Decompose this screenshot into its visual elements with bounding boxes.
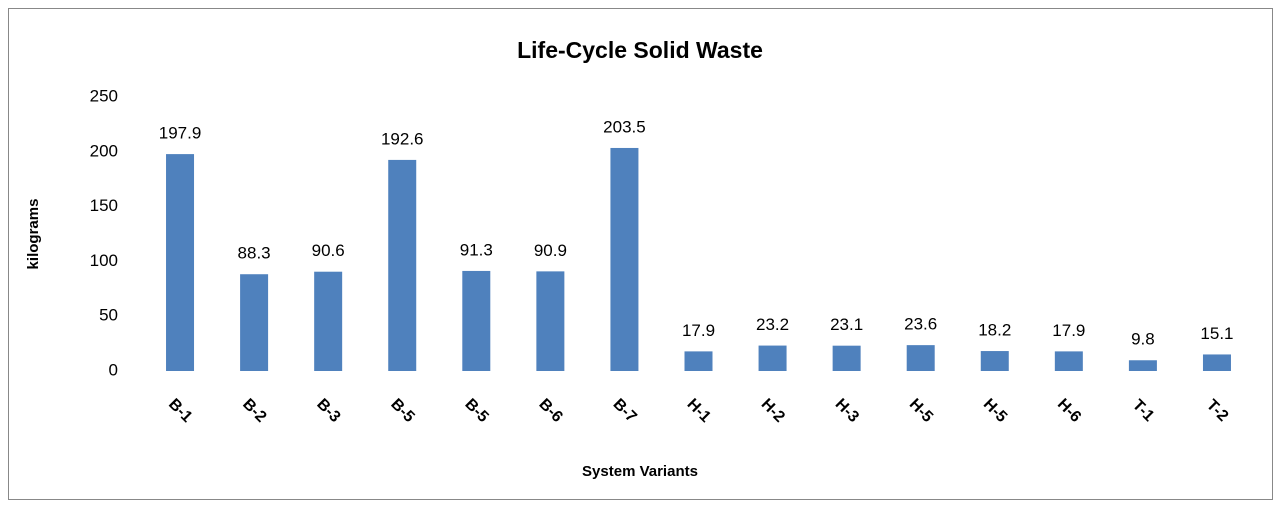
chart-border [8, 8, 1273, 500]
bar [1128, 360, 1157, 371]
bar [536, 271, 565, 371]
data-label: 23.6 [904, 315, 937, 334]
bar [684, 351, 713, 371]
bar [1054, 351, 1083, 371]
bar [240, 274, 269, 371]
data-label: 9.8 [1131, 330, 1155, 349]
y-tick-label: 200 [90, 141, 118, 160]
data-label: 203.5 [603, 117, 646, 136]
data-label: 23.1 [830, 315, 863, 334]
data-label: 17.9 [1052, 321, 1085, 340]
bar [906, 345, 935, 371]
data-label: 88.3 [238, 244, 271, 263]
x-axis-title: System Variants [582, 463, 698, 480]
bar [832, 345, 861, 371]
bar [610, 147, 639, 371]
bar [166, 154, 195, 371]
bar [462, 270, 491, 371]
data-label: 15.1 [1200, 324, 1233, 343]
bar [1202, 354, 1231, 371]
data-label: 90.9 [534, 241, 567, 260]
data-label: 17.9 [682, 321, 715, 340]
y-tick-label: 150 [90, 196, 118, 215]
bar [388, 159, 417, 371]
data-label: 192.6 [381, 129, 424, 148]
y-tick-label: 100 [90, 251, 118, 270]
y-tick-label: 0 [109, 360, 118, 379]
y-tick-label: 50 [99, 306, 118, 325]
y-axis-title: kilograms [25, 199, 42, 270]
data-label: 18.2 [978, 321, 1011, 340]
data-label: 197.9 [159, 124, 202, 143]
bar [758, 345, 787, 371]
data-label: 91.3 [460, 240, 493, 259]
y-tick-label: 250 [90, 86, 118, 105]
bar [980, 351, 1009, 371]
chart-title: Life-Cycle Solid Waste [517, 37, 763, 63]
bar [314, 271, 343, 371]
data-label: 90.6 [312, 241, 345, 260]
data-label: 23.2 [756, 315, 789, 334]
